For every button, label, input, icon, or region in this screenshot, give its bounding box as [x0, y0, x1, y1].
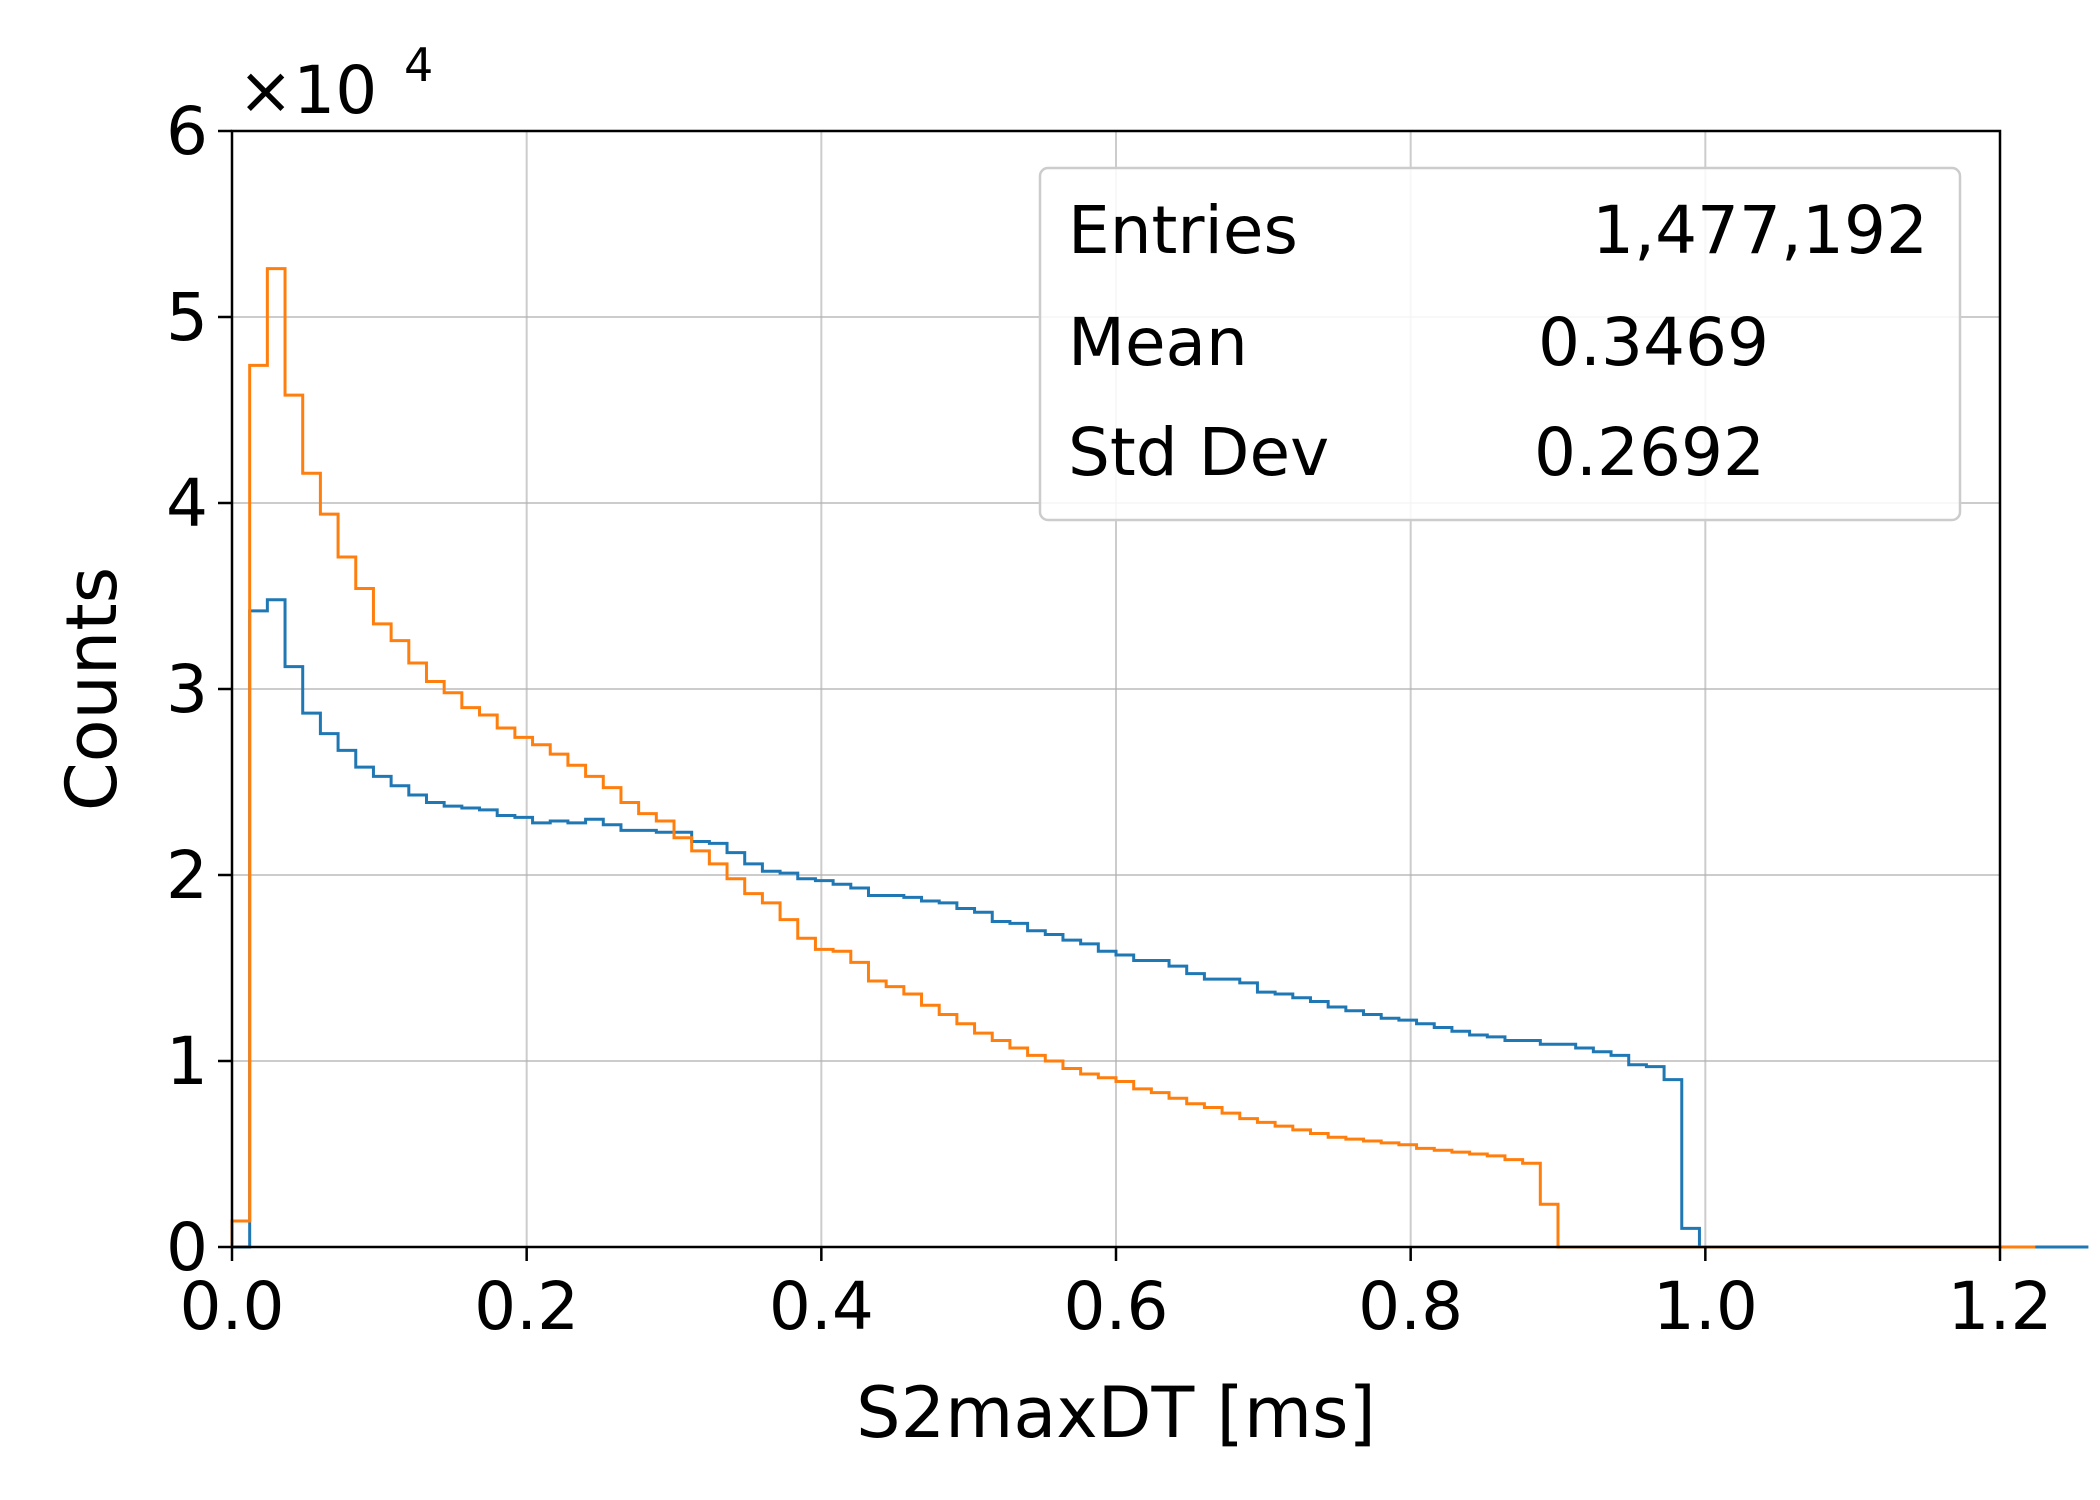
y-multiplier-base: ×10: [238, 52, 377, 129]
y-tick-label: 5: [166, 279, 208, 356]
y-tick-label: 2: [166, 837, 208, 914]
x-tick-label: 0.0: [180, 1268, 285, 1345]
y-tick-label: 1: [166, 1023, 208, 1100]
series-layer: [230, 267, 2089, 1249]
x-tick-label: 1.0: [1653, 1268, 1758, 1345]
stats-stddev-value: 0.2692: [1534, 414, 1765, 491]
x-tick-label: 1.2: [1948, 1268, 2053, 1345]
x-tick-label: 0.6: [1064, 1268, 1169, 1345]
y-tick-label: 4: [166, 465, 208, 542]
y-tick-label: 3: [166, 651, 208, 728]
x-tick-label: 0.2: [474, 1268, 579, 1345]
y-axis-title: Counts: [51, 567, 133, 811]
histogram-series-1: [232, 598, 2089, 1249]
x-tick-label: 0.4: [769, 1268, 874, 1345]
y-multiplier-exponent: 4: [404, 38, 433, 92]
x-tick-label: 0.8: [1358, 1268, 1463, 1345]
x-axis-title: S2maxDT [ms]: [856, 1372, 1376, 1454]
stats-entries-label: Entries: [1068, 192, 1298, 269]
stats-mean-value: 0.3469: [1538, 304, 1769, 381]
y-tick-label: 6: [166, 93, 208, 170]
stats-box: Entries 1,477,192 Mean 0.3469 Std Dev 0.…: [1038, 166, 1962, 522]
y-tick-label: 0: [166, 1209, 208, 1286]
y-multiplier: ×10 4: [238, 38, 433, 129]
ticks: 0.0 0.2 0.4 0.6 0.8 1.0 1.2 0 1 2 3 4 5 6: [166, 93, 2052, 1345]
stats-box-frame: [1038, 166, 1962, 522]
stats-stddev-label: Std Dev: [1068, 414, 1329, 491]
histogram-series-2: [230, 267, 2036, 1249]
stats-mean-label: Mean: [1068, 304, 1248, 381]
stats-entries-value: 1,477,192: [1592, 192, 1928, 269]
